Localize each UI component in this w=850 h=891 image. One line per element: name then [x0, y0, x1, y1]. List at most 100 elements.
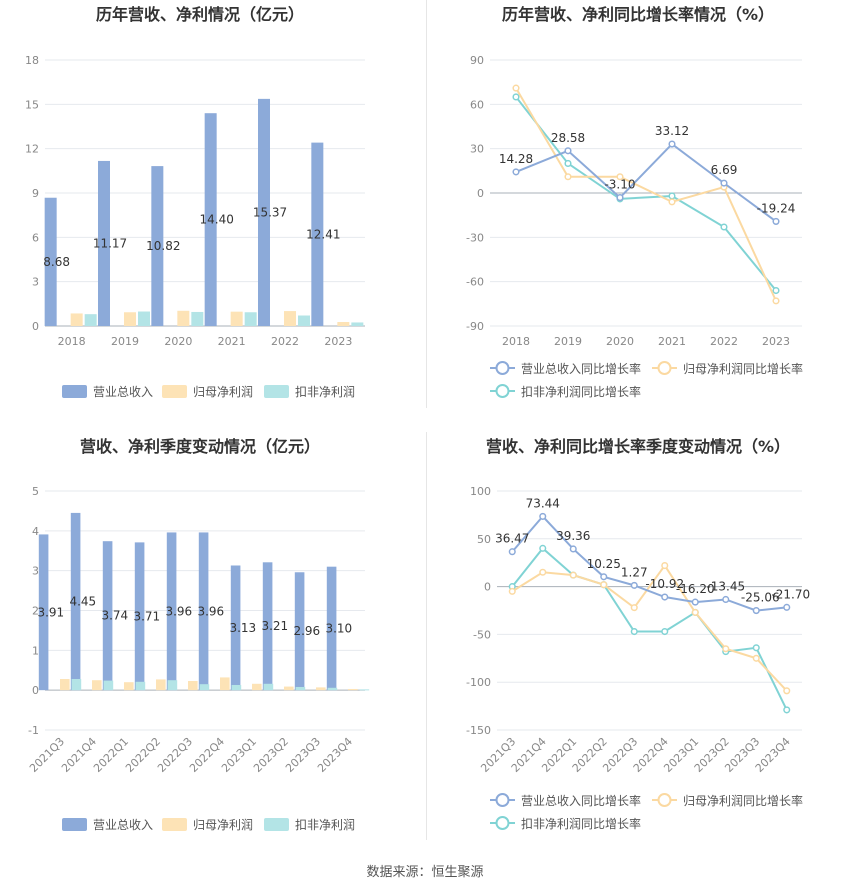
- y-tick-label: 6: [32, 231, 39, 244]
- data-point: [569, 545, 577, 553]
- line-data-label: 14.28: [499, 152, 533, 166]
- y-tick-label: -150: [466, 724, 491, 737]
- data-point: [722, 645, 730, 653]
- y-tick-label: 60: [470, 98, 484, 111]
- y-tick-label: 4: [32, 525, 39, 538]
- x-tick-label: 2022: [271, 335, 299, 348]
- bar: [156, 679, 166, 691]
- x-tick-label: 2018: [58, 335, 86, 348]
- data-point: [564, 173, 572, 181]
- data-point: [630, 627, 638, 636]
- line-data-label: -13.45: [706, 579, 745, 593]
- series-line: [515, 87, 777, 302]
- line-data-label: -16.20: [676, 582, 715, 596]
- data-point: [668, 140, 676, 148]
- line-data-label: 28.58: [551, 131, 585, 145]
- bar: [166, 532, 177, 691]
- bar: [316, 687, 326, 691]
- y-tick-label: 0: [477, 187, 484, 200]
- bar: [71, 679, 82, 691]
- bar: [44, 197, 57, 326]
- bar-data-label: 3.71: [133, 609, 160, 623]
- line-data-label: 73.44: [526, 496, 560, 510]
- bar: [244, 312, 257, 326]
- data-point: [564, 159, 572, 167]
- bar: [262, 562, 273, 691]
- bar: [84, 314, 97, 326]
- bar-data-label: 8.68: [43, 255, 70, 269]
- y-tick-label: 12: [25, 143, 39, 156]
- x-tick-label: 2023: [762, 335, 790, 348]
- bar-data-label: 3.96: [165, 604, 192, 618]
- data-point: [539, 512, 547, 520]
- data-point: [668, 198, 676, 206]
- legend-marker: [495, 816, 510, 830]
- chart-title: 营收、净利季度变动情况（亿元）: [80, 437, 320, 456]
- annual-growth-chart: 历年营收、净利同比增长率情况（%） 90 60 30 0 -30 -60 -90 2018 201…: [466, 5, 803, 399]
- bar: [230, 565, 241, 691]
- x-tick-label: 2023Q4: [315, 735, 355, 775]
- legend-marker: [657, 361, 672, 375]
- bar: [258, 98, 270, 326]
- bar: [284, 311, 296, 326]
- y-tick-label: -1: [28, 724, 39, 737]
- y-tick-label: -90: [466, 320, 484, 333]
- legend-swatch: [264, 818, 289, 831]
- y-tick-label: 3: [32, 276, 39, 289]
- legend-swatch: [62, 818, 87, 831]
- bar-data-label: 4.45: [69, 595, 96, 609]
- series-line: [515, 142, 777, 223]
- quarterly-values-chart: 营收、净利季度变动情况（亿元）543210-12021Q32021Q42022Q…: [27, 437, 370, 832]
- legend-label: 营业总收入同比增长率: [521, 793, 641, 808]
- data-point: [661, 562, 669, 570]
- bar: [263, 683, 274, 691]
- data-point: [783, 706, 791, 714]
- legend-label: 归母净利润同比增长率: [683, 793, 803, 808]
- bar-data-label: 3.96: [197, 604, 224, 618]
- bar-data-label: 11.17: [93, 236, 127, 250]
- data-point: [539, 568, 547, 576]
- bar-data-label: 15.37: [253, 205, 287, 219]
- bar: [199, 684, 210, 691]
- data-point: [661, 627, 669, 636]
- series-line: [515, 96, 777, 292]
- line-data-label: 6.69: [711, 163, 738, 177]
- x-tick-label: 2020: [606, 335, 634, 348]
- data-point: [783, 687, 791, 695]
- data-point: [600, 573, 608, 581]
- y-tick-label: 5: [32, 485, 39, 498]
- y-tick-label: 1: [32, 644, 39, 657]
- data-point: [661, 593, 669, 601]
- bar-data-label: 3.13: [229, 621, 256, 635]
- x-tick-label: 2020: [164, 335, 192, 348]
- bar: [327, 687, 338, 691]
- y-tick-label: 0: [32, 320, 39, 333]
- y-tick-label: 100: [470, 485, 491, 498]
- data-point: [772, 217, 780, 225]
- x-tick-label: 2019: [554, 335, 582, 348]
- line-data-label: -3.10: [604, 178, 635, 192]
- y-tick-label: 2: [32, 605, 39, 618]
- bar: [102, 541, 113, 691]
- quarterly-growth-chart: 营收、净利同比增长率季度变动情况（%）100500-50-100-1502021…: [466, 437, 810, 831]
- y-tick-label: -50: [473, 628, 491, 641]
- bar: [135, 681, 146, 691]
- data-point: [616, 173, 624, 181]
- legend-label: 营业总收入同比增长率: [521, 361, 641, 376]
- y-tick-label: 0: [484, 581, 491, 594]
- line-data-label: 33.12: [655, 124, 689, 138]
- bar: [326, 566, 337, 691]
- chart-title: 历年营收、净利同比增长率情况（%）: [502, 5, 774, 24]
- legend-swatch: [162, 818, 187, 831]
- series-line: [511, 563, 788, 692]
- data-point: [752, 644, 760, 652]
- data-point: [668, 192, 676, 200]
- bar-data-label: 3.91: [37, 605, 64, 619]
- legend-label: 营业总收入: [93, 818, 153, 832]
- bar: [124, 682, 134, 691]
- data-point: [630, 581, 638, 589]
- bar-data-label: 3.21: [261, 619, 288, 633]
- chart-title: 营收、净利同比增长率季度变动情况（%）: [486, 437, 790, 456]
- bar: [103, 680, 114, 691]
- data-point: [720, 223, 728, 231]
